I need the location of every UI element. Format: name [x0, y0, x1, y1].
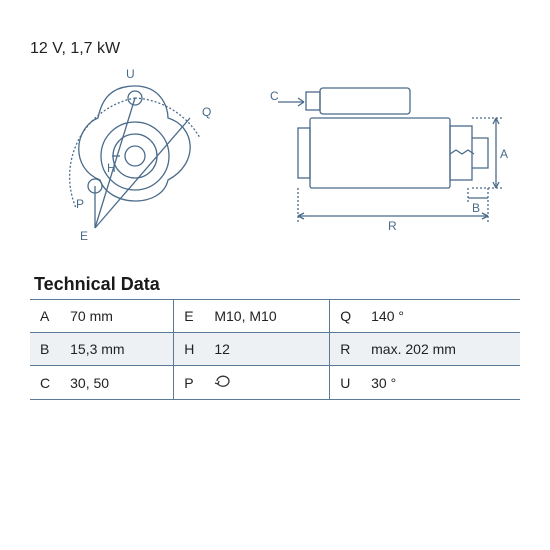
front-view-drawing: U Q H P E: [40, 68, 230, 248]
rotation-icon: [214, 374, 232, 391]
label-e: E: [80, 229, 88, 243]
cell-key: R: [330, 333, 361, 366]
technical-drawings: U Q H P E: [30, 68, 520, 248]
cell-key: Q: [330, 300, 361, 333]
cell-val: 70 mm: [60, 300, 174, 333]
label-r: R: [388, 219, 397, 233]
label-c: C: [270, 89, 279, 103]
label-a: A: [500, 147, 508, 161]
cell-key: A: [30, 300, 60, 333]
table-row: A 70 mm E M10, M10 Q 140 °: [30, 300, 520, 333]
label-h: H: [107, 161, 116, 175]
cell-key: E: [174, 300, 205, 333]
label-u: U: [126, 68, 135, 81]
section-title: Technical Data: [30, 274, 520, 295]
cell-key: B: [30, 333, 60, 366]
table-row: C 30, 50 P U 30 °: [30, 366, 520, 400]
cell-val: 12: [204, 333, 329, 366]
cell-val: max. 202 mm: [361, 333, 520, 366]
label-q: Q: [202, 105, 211, 119]
cell-key: C: [30, 366, 60, 400]
cell-key: U: [330, 366, 361, 400]
cell-val: M10, M10: [204, 300, 329, 333]
cell-key: P: [174, 366, 205, 400]
power-spec: 12 V, 1,7 kW: [30, 40, 520, 58]
cell-val: 30 °: [361, 366, 520, 400]
cell-val: [204, 366, 329, 400]
technical-data-table: A 70 mm E M10, M10 Q 140 ° B 15,3 mm H 1…: [30, 299, 520, 400]
cell-val: 15,3 mm: [60, 333, 174, 366]
cell-val: 140 °: [361, 300, 520, 333]
label-p: P: [76, 197, 84, 211]
table-row: B 15,3 mm H 12 R max. 202 mm: [30, 333, 520, 366]
cell-val: 30, 50: [60, 366, 174, 400]
side-view-drawing: C A B R: [270, 68, 510, 248]
cell-key: H: [174, 333, 205, 366]
label-b: B: [472, 201, 480, 215]
